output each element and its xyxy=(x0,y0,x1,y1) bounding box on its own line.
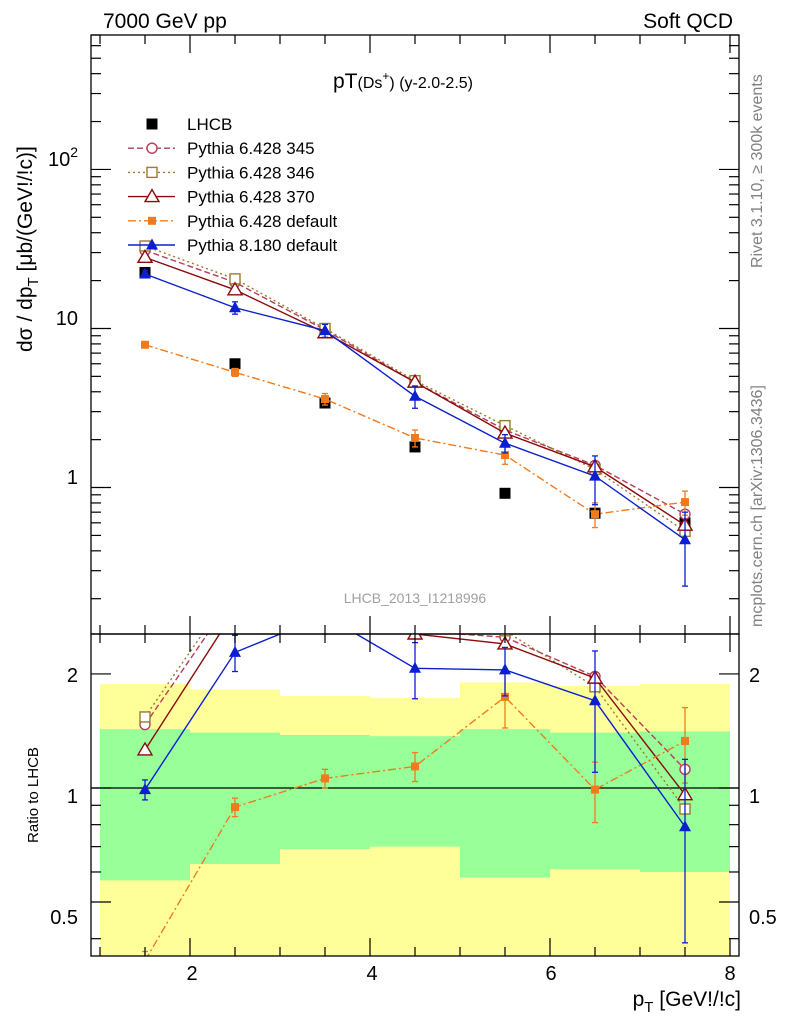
ytick-label-10: 10 xyxy=(56,308,78,330)
main-point-4-2 xyxy=(321,395,329,404)
ratio-point-2-2 xyxy=(318,615,332,627)
ratio-ytick-label-05-left: 0.5 xyxy=(50,907,78,929)
category-label: Soft QCD xyxy=(643,10,733,33)
ratio-point-3-5 xyxy=(591,785,599,794)
rivet-label: Rivet 3.1.10, ≥ 300k events xyxy=(749,74,766,268)
ratio-point-1-1 xyxy=(230,582,240,592)
main-point-4-3 xyxy=(411,433,419,442)
xtick-label-4: 4 xyxy=(366,963,377,985)
analysis-watermark: LHCB_2013_I1218996 xyxy=(344,590,487,606)
ratio-point-0-2 xyxy=(320,608,330,618)
ratio-point-4-2 xyxy=(319,609,331,620)
ytick-label-100: 102 xyxy=(48,144,78,171)
ratio-point-4-4 xyxy=(499,663,511,675)
main-point-4-5 xyxy=(591,510,599,519)
main-series-5 xyxy=(139,267,691,587)
plot-title: pT(Ds+) (y-2.0-2.5) xyxy=(333,69,473,93)
main-point-3-1 xyxy=(226,281,244,296)
main-point-5-0 xyxy=(139,267,151,279)
legend-marker-1 xyxy=(146,142,158,154)
x-axis-label: pT [GeV!/!c] xyxy=(633,988,741,1016)
ratio-point-2-0 xyxy=(136,741,154,756)
ratio-ytick-label-2-right: 2 xyxy=(749,665,760,687)
ratio-plot-panel: 2 1 0.5 2 1 0.5 Ratio to LHCB 2 4 6 8 pT… xyxy=(25,582,777,1016)
ratio-point-3-1 xyxy=(231,803,239,812)
ratio-point-4-6 xyxy=(679,820,691,832)
ratio-point-3-4 xyxy=(501,692,509,701)
main-point-5-4 xyxy=(499,436,511,448)
legend-marker-3 xyxy=(143,188,161,203)
ratio-point-1-2 xyxy=(320,605,330,615)
main-point-5-1 xyxy=(229,301,241,313)
legend-marker-0 xyxy=(146,118,158,130)
ratio-point-4-3 xyxy=(409,661,421,673)
main-point-4-4 xyxy=(501,451,509,460)
ratio-ytick-label-1-left: 1 xyxy=(67,786,78,808)
ratio-band-green-4 xyxy=(460,729,550,878)
main-plot-data xyxy=(136,240,694,587)
main-point-4-1 xyxy=(231,368,239,377)
main-point-5-3 xyxy=(409,389,421,401)
ratio-series-4 xyxy=(139,609,691,944)
legend-label-0: LHCB xyxy=(187,115,232,134)
main-series-4 xyxy=(141,340,689,529)
xtick-label-2: 2 xyxy=(186,963,197,985)
legend-label-4: Pythia 6.428 default xyxy=(187,212,338,231)
legend-label-3: Pythia 6.428 370 xyxy=(187,188,315,207)
legend-marker-2 xyxy=(146,166,158,179)
main-point-5-5 xyxy=(589,469,601,481)
main-plot-panel: 1 10 102 dσ / dpT [μb/(GeV!/!c)] pT(Ds+)… xyxy=(14,34,740,635)
ratio-point-4-5 xyxy=(589,694,601,706)
legend-label-5: Pythia 8.180 default xyxy=(187,236,338,255)
main-point-4-0 xyxy=(141,340,149,349)
main-point-5-6 xyxy=(679,533,691,545)
ratio-ytick-label-05-right: 0.5 xyxy=(749,907,777,929)
energy-label: 7000 GeV pp xyxy=(103,10,227,33)
ratio-plot-ticks xyxy=(91,634,739,956)
ratio-band-green-2 xyxy=(280,734,370,849)
ytick-label-1: 1 xyxy=(67,467,78,489)
ratio-point-3-3 xyxy=(411,762,419,771)
ratio-point-4-0 xyxy=(139,783,151,795)
main-point-0-1 xyxy=(229,358,241,370)
ratio-point-3-0 xyxy=(141,957,149,965)
ratio-point-2-1 xyxy=(228,603,242,615)
xtick-label-8: 8 xyxy=(724,963,735,985)
ratio-point-4-1 xyxy=(229,645,241,657)
legend-label-2: Pythia 6.428 346 xyxy=(187,163,315,182)
main-y-axis-label: dσ / dpT [μb/(GeV!/!c)] xyxy=(14,146,42,352)
xtick-label-6: 6 xyxy=(545,963,556,985)
main-point-4-6 xyxy=(681,498,689,507)
ratio-point-3-6 xyxy=(681,737,689,746)
ratio-point-3-2 xyxy=(321,774,329,783)
main-plot-ticks xyxy=(91,34,739,634)
ratio-y-axis-label: Ratio to LHCB xyxy=(25,747,42,843)
main-point-3-0 xyxy=(136,248,154,264)
ratio-point-0-1 xyxy=(230,589,240,599)
mcplots-label: mcplots.cern.ch [arXiv:1306.3436] xyxy=(749,385,766,627)
legend-marker-4 xyxy=(148,216,156,225)
ratio-ytick-label-2-left: 2 xyxy=(67,665,78,687)
main-point-5-2 xyxy=(319,324,331,336)
ratio-point-1-0 xyxy=(139,711,151,723)
legend: LHCB Pythia 6.428 345 Pythia 6.428 346 Pyth… xyxy=(128,115,338,255)
legend-label-1: Pythia 6.428 345 xyxy=(187,139,315,158)
legend-marker-5 xyxy=(146,238,158,250)
main-point-0-4 xyxy=(499,487,511,499)
ratio-ytick-label-1-right: 1 xyxy=(749,786,760,808)
